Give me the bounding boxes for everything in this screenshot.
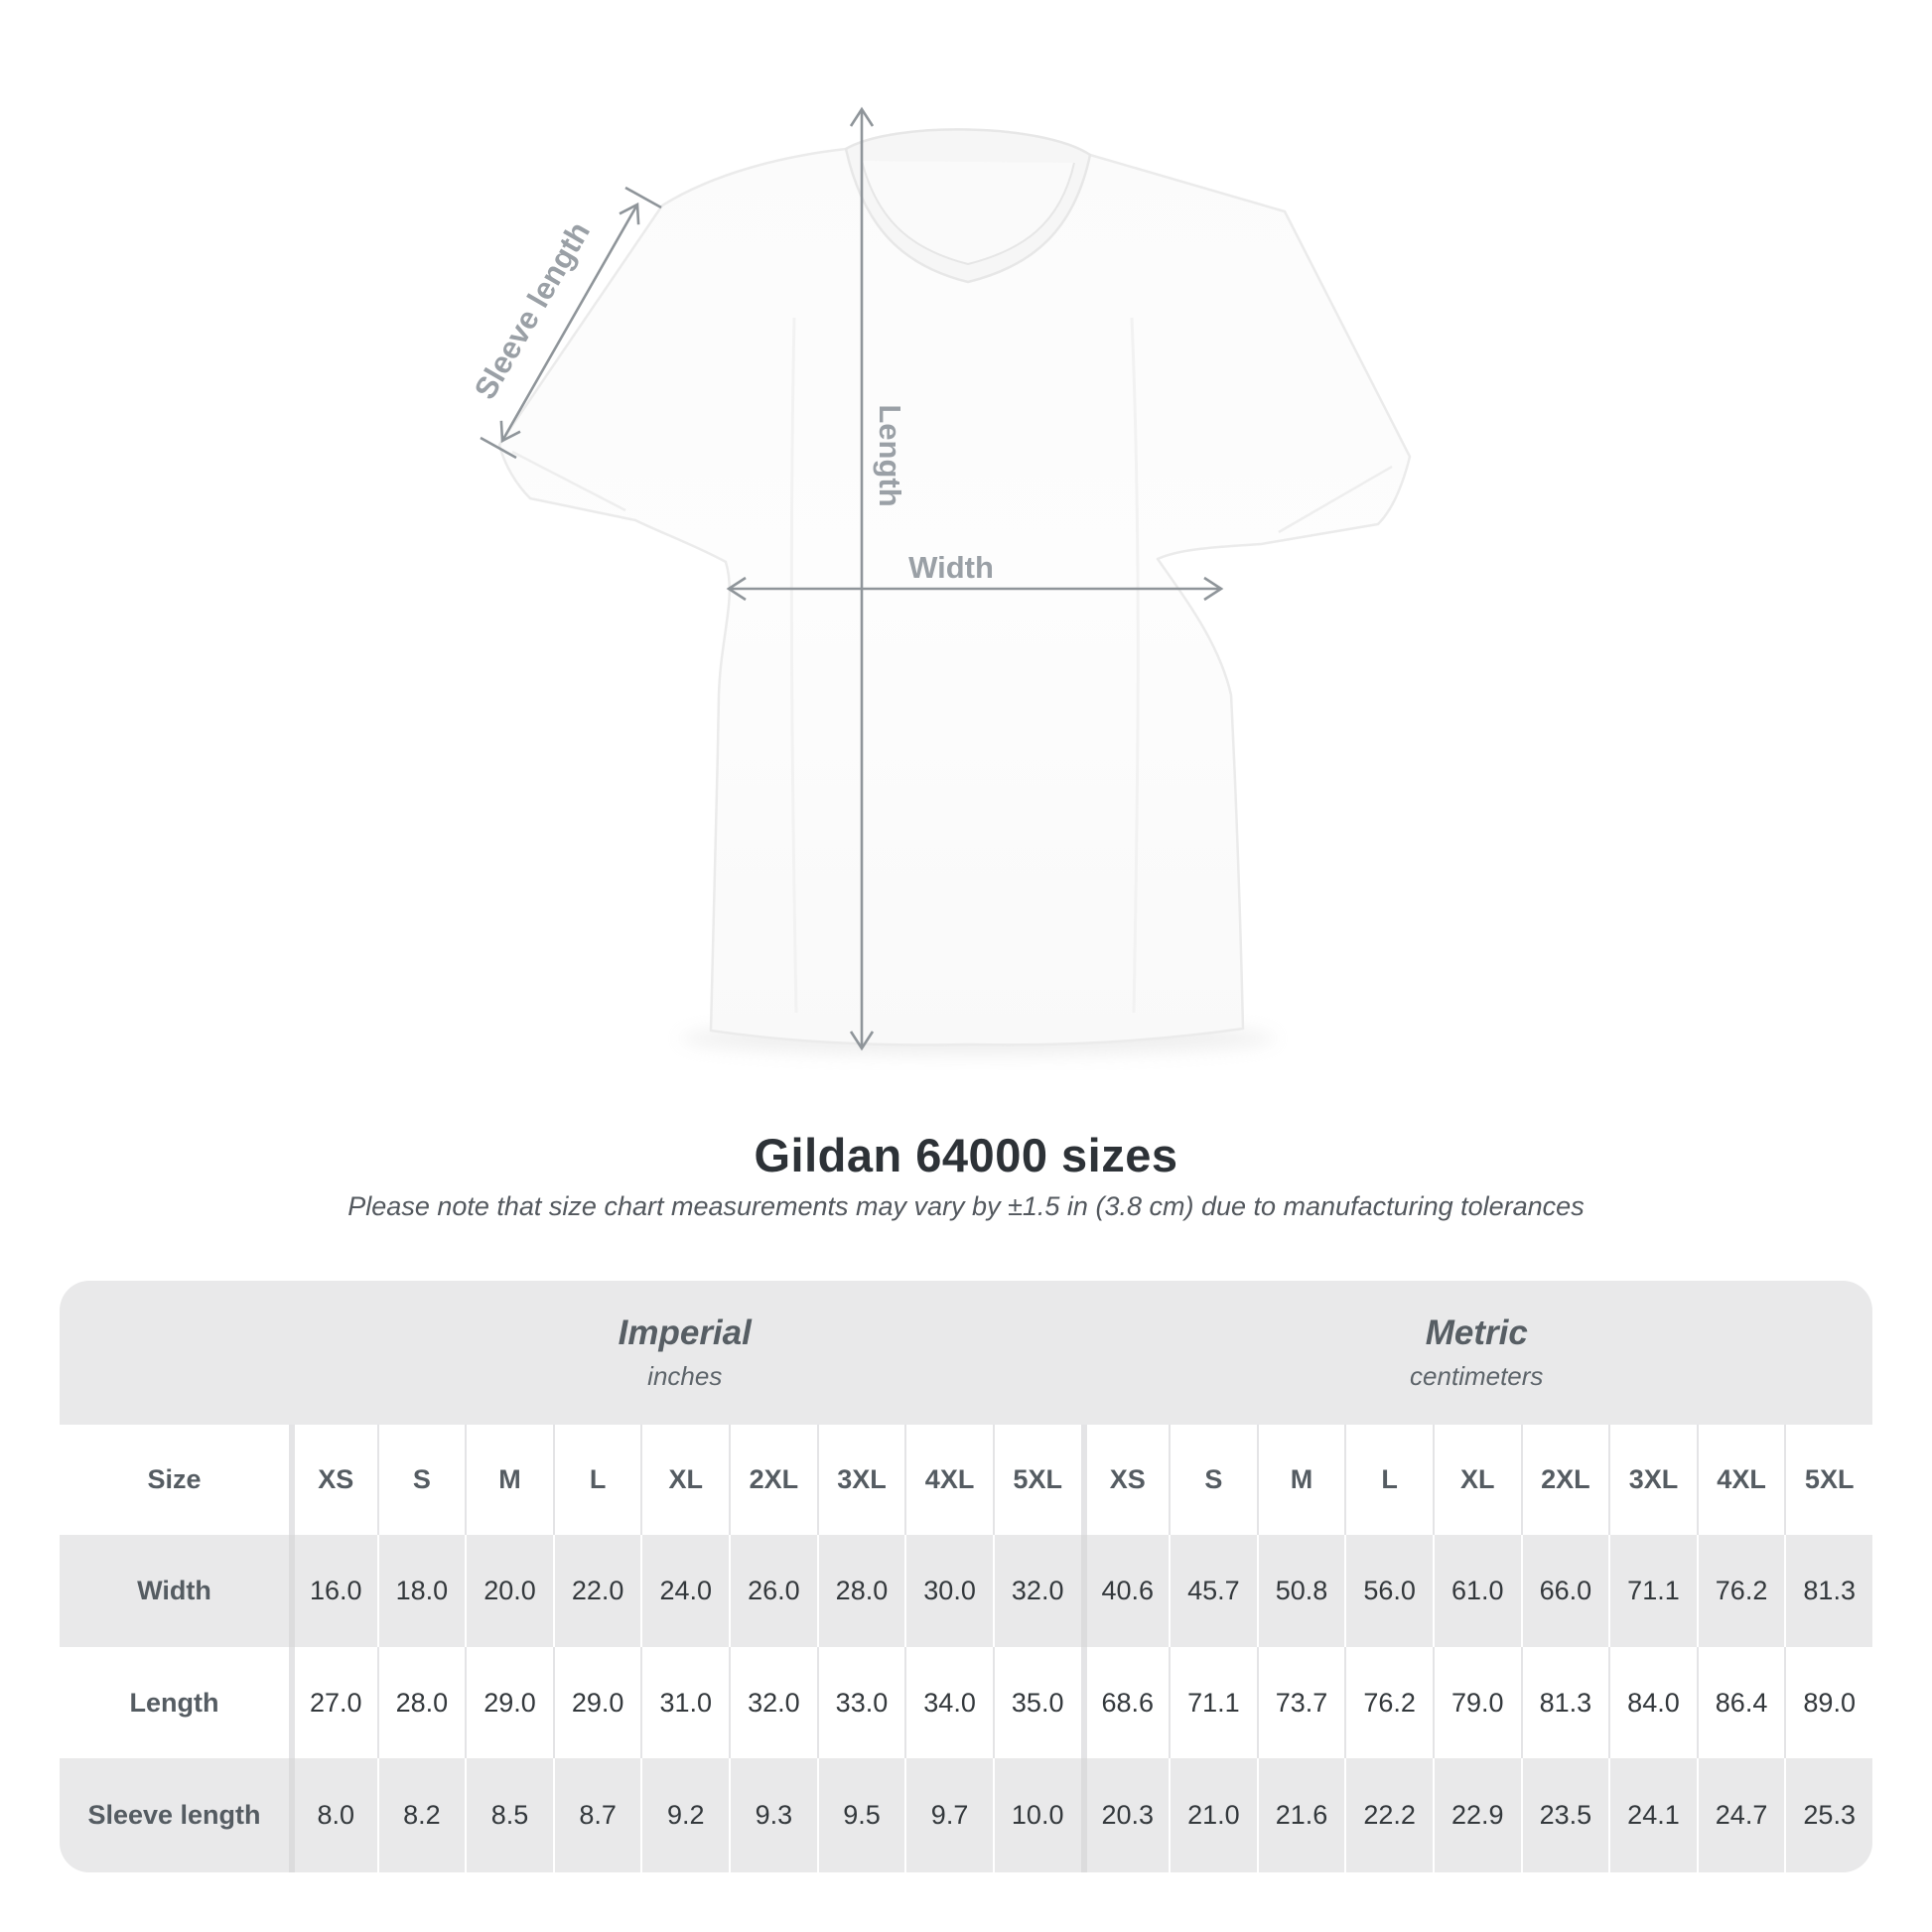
metric-value-cell: 25.3: [1784, 1758, 1872, 1872]
metric-value-cell: 68.6: [1080, 1647, 1170, 1758]
metric-value-cell: 86.4: [1696, 1647, 1785, 1758]
imperial-size-header-xl: XL: [640, 1425, 730, 1535]
row-label: Length: [60, 1647, 289, 1758]
metric-value-cell: 50.8: [1256, 1535, 1345, 1647]
metric-value-cell: 89.0: [1784, 1647, 1872, 1758]
imperial-value-cell: 31.0: [640, 1647, 730, 1758]
metric-value-cell: 22.2: [1344, 1758, 1433, 1872]
imperial-value-cell: 16.0: [289, 1535, 377, 1647]
metric-size-header-s: S: [1169, 1425, 1257, 1535]
metric-value-cell: 71.1: [1608, 1535, 1697, 1647]
metric-value-cell: 24.1: [1608, 1758, 1697, 1872]
imperial-value-cell: 27.0: [289, 1647, 377, 1758]
row-label: Width: [60, 1535, 289, 1647]
sleeve-arrow-end-tick: [624, 186, 662, 209]
metric-value-cell: 61.0: [1432, 1535, 1521, 1647]
imperial-size-header-l: L: [552, 1425, 641, 1535]
imperial-value-cell: 18.0: [376, 1535, 466, 1647]
metric-value-cell: 20.3: [1080, 1758, 1170, 1872]
imperial-value-cell: 26.0: [729, 1535, 817, 1647]
metric-value-cell: 66.0: [1520, 1535, 1609, 1647]
metric-value-cell: 71.1: [1169, 1647, 1257, 1758]
metric-value-cell: 76.2: [1344, 1647, 1433, 1758]
imperial-value-cell: 28.0: [376, 1647, 466, 1758]
imperial-size-header-3xl: 3XL: [816, 1425, 905, 1535]
imperial-value-cell: 22.0: [552, 1535, 641, 1647]
metric-value-cell: 81.3: [1784, 1535, 1872, 1647]
metric-size-header-xs: XS: [1080, 1425, 1170, 1535]
imperial-size-header-s: S: [376, 1425, 466, 1535]
metric-size-header-5xl: 5XL: [1784, 1425, 1872, 1535]
imperial-value-cell: 10.0: [992, 1758, 1081, 1872]
length-label: Length: [873, 404, 907, 506]
imperial-value-cell: 33.0: [816, 1647, 905, 1758]
imperial-value-cell: 8.7: [552, 1758, 641, 1872]
metric-value-cell: 21.6: [1256, 1758, 1345, 1872]
imperial-size-header-2xl: 2XL: [729, 1425, 817, 1535]
metric-value-cell: 21.0: [1169, 1758, 1257, 1872]
metric-unit: centimeters: [1410, 1361, 1544, 1391]
metric-value-cell: 76.2: [1696, 1535, 1785, 1647]
imperial-value-cell: 9.3: [729, 1758, 817, 1872]
sleeve-arrow-start-tick: [480, 436, 517, 460]
imperial-value-cell: 8.5: [465, 1758, 553, 1872]
imperial-unit: inches: [647, 1361, 723, 1391]
size-column-header: Size: [60, 1425, 289, 1535]
metric-size-header-m: M: [1256, 1425, 1345, 1535]
imperial-value-cell: 9.2: [640, 1758, 730, 1872]
metric-value-cell: 22.9: [1432, 1758, 1521, 1872]
metric-value-cell: 24.7: [1696, 1758, 1785, 1872]
imperial-size-header-4xl: 4XL: [904, 1425, 993, 1535]
imperial-value-cell: 20.0: [465, 1535, 553, 1647]
imperial-title: Imperial: [618, 1313, 752, 1352]
imperial-value-cell: 32.0: [992, 1535, 1081, 1647]
imperial-value-cell: 8.2: [376, 1758, 466, 1872]
metric-size-header-3xl: 3XL: [1608, 1425, 1697, 1535]
metric-value-cell: 45.7: [1169, 1535, 1257, 1647]
imperial-value-cell: 29.0: [465, 1647, 553, 1758]
page-subtitle: Please note that size chart measurements…: [347, 1191, 1585, 1221]
metric-value-cell: 40.6: [1080, 1535, 1170, 1647]
row-label: Sleeve length: [60, 1758, 289, 1872]
metric-size-header-4xl: 4XL: [1696, 1425, 1785, 1535]
imperial-size-header-xs: XS: [289, 1425, 377, 1535]
imperial-size-header-m: M: [465, 1425, 553, 1535]
metric-value-cell: 73.7: [1256, 1647, 1345, 1758]
imperial-value-cell: 35.0: [992, 1647, 1081, 1758]
unit-band: Imperial inches Metric centimeters: [60, 1281, 1872, 1425]
metric-value-cell: 81.3: [1520, 1647, 1609, 1758]
imperial-value-cell: 32.0: [729, 1647, 817, 1758]
size-table: Imperial inches Metric centimeters Size X…: [60, 1281, 1872, 1872]
page-title: Gildan 64000 sizes: [754, 1129, 1178, 1181]
imperial-value-cell: 9.7: [904, 1758, 993, 1872]
metric-size-header-xl: XL: [1432, 1425, 1521, 1535]
metric-value-cell: 23.5: [1520, 1758, 1609, 1872]
imperial-value-cell: 29.0: [552, 1647, 641, 1758]
imperial-value-cell: 30.0: [904, 1535, 993, 1647]
width-label: Width: [908, 550, 994, 585]
imperial-value-cell: 9.5: [816, 1758, 905, 1872]
sleeve-length-arrow: [499, 202, 640, 444]
metric-header: Metric centimeters: [1081, 1281, 1873, 1425]
tshirt-measurement-diagram: Sleeve length Length Width: [468, 106, 1412, 1054]
imperial-value-cell: 8.0: [289, 1758, 377, 1872]
metric-value-cell: 84.0: [1608, 1647, 1697, 1758]
size-table-grid: Size XS S M L XL 2XL 3XL 4XL 5XL XS S M L XL 2XL 3XL 4XL 5…: [60, 1425, 1872, 1872]
imperial-value-cell: 34.0: [904, 1647, 993, 1758]
metric-size-header-2xl: 2XL: [1520, 1425, 1609, 1535]
metric-title: Metric: [1425, 1313, 1528, 1352]
metric-value-cell: 56.0: [1344, 1535, 1433, 1647]
imperial-value-cell: 24.0: [640, 1535, 730, 1647]
unit-band-spacer: [60, 1281, 289, 1425]
imperial-header: Imperial inches: [289, 1281, 1081, 1425]
metric-size-header-l: L: [1344, 1425, 1433, 1535]
tshirt-illustration: [497, 128, 1412, 1046]
imperial-value-cell: 28.0: [816, 1535, 905, 1647]
imperial-size-header-5xl: 5XL: [992, 1425, 1081, 1535]
metric-value-cell: 79.0: [1432, 1647, 1521, 1758]
